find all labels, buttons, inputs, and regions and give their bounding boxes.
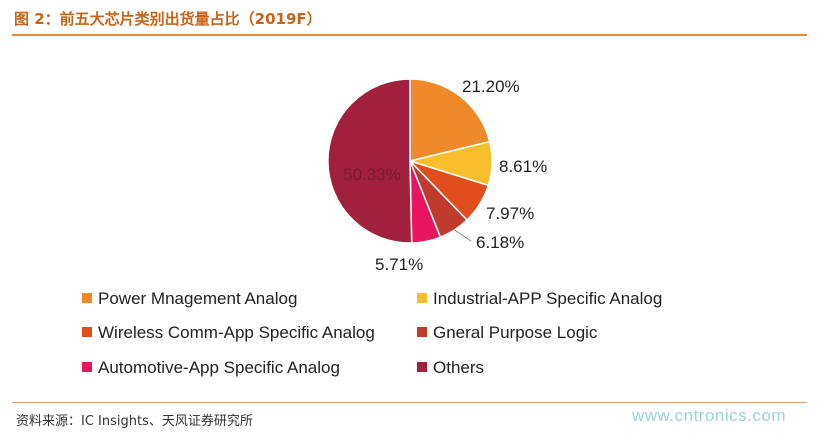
- legend-item: Automotive-App Specific Analog: [82, 358, 340, 377]
- legend-item: Industrial-APP Specific Analog: [417, 289, 662, 308]
- legend-label: Wireless Comm-App Specific Analog: [98, 323, 375, 342]
- data-label: 50.33%: [343, 165, 401, 184]
- data-label: 5.71%: [375, 255, 423, 274]
- legend-swatch: [82, 293, 92, 303]
- leader-line: [454, 229, 472, 242]
- legend-swatch: [82, 362, 92, 372]
- legend-swatch: [417, 362, 427, 372]
- watermark: www.cntronics.com: [632, 406, 786, 425]
- pie-slice-others: [327, 78, 413, 244]
- legend-label: Automotive-App Specific Analog: [98, 358, 340, 377]
- data-labels: 21.20% 8.61% 7.97% 6.18% 5.71% 50.33%: [343, 77, 547, 274]
- legend-label: Gneral Purpose Logic: [433, 323, 598, 342]
- top-divider: [12, 34, 807, 36]
- data-label: 7.97%: [486, 204, 534, 223]
- data-label: 6.18%: [476, 233, 524, 252]
- legend-item: Others: [417, 358, 484, 377]
- label-leader-lines: [454, 229, 472, 242]
- legend-item: Wireless Comm-App Specific Analog: [82, 323, 375, 342]
- source-note: 资料来源：IC Insights、天风证券研究所: [16, 414, 253, 429]
- pie-slice-power-mnagement-analog: [409, 78, 491, 162]
- legend-item: Power Mnagement Analog: [82, 289, 297, 308]
- legend-label: Power Mnagement Analog: [98, 289, 297, 308]
- legend-swatch: [417, 327, 427, 337]
- pie-slices: [327, 78, 493, 244]
- chart-title: 图 2：前五大芯片类别出货量占比（2019F）: [14, 10, 322, 28]
- legend-label: Others: [433, 358, 484, 377]
- legend-label: Industrial-APP Specific Analog: [433, 289, 662, 308]
- data-label: 21.20%: [462, 77, 520, 96]
- bottom-divider: [12, 402, 807, 403]
- data-label: 8.61%: [499, 157, 547, 176]
- legend-swatch: [417, 293, 427, 303]
- legend-item: Gneral Purpose Logic: [417, 323, 598, 342]
- pie-chart: 21.20% 8.61% 7.97% 6.18% 5.71% 50.33% Power M…: [82, 77, 662, 377]
- legend-swatch: [82, 327, 92, 337]
- legend: Power Mnagement Analog Industrial-APP Spe…: [82, 289, 662, 377]
